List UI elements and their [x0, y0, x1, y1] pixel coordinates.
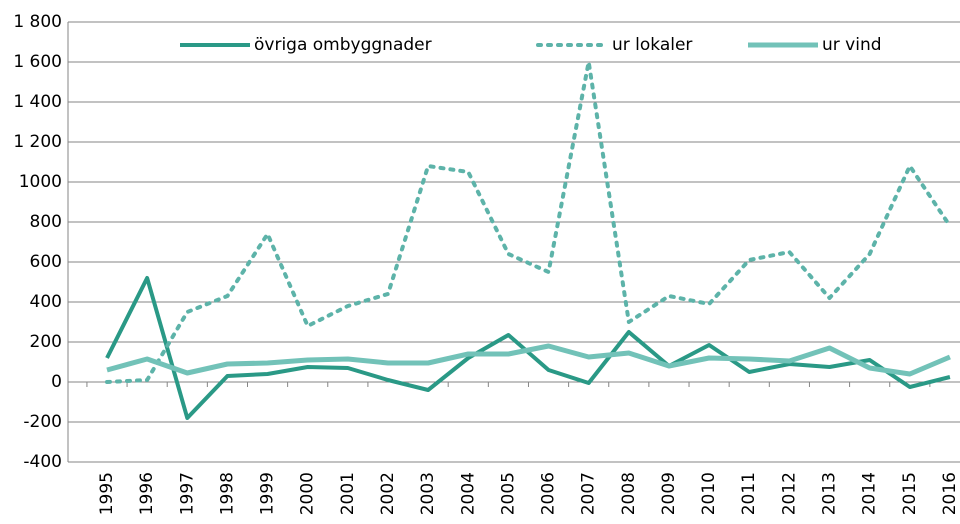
y-tick-label: -400	[23, 452, 62, 472]
x-tick-label: 2014	[860, 472, 880, 515]
x-tick-label: 2009	[659, 472, 679, 515]
x-tick-label: 2001	[338, 472, 358, 515]
x-tick-label: 2000	[298, 472, 318, 515]
y-tick-label: 1000	[19, 172, 62, 192]
x-tick-label: 2011	[739, 472, 759, 515]
x-tick-label: 2002	[378, 472, 398, 515]
x-tick-label: 2016	[940, 472, 960, 515]
legend-label: övriga ombyggnader	[254, 35, 432, 55]
y-tick-label: 800	[30, 212, 62, 232]
y-tick-label: 0	[51, 372, 62, 392]
x-tick-label: 2007	[579, 472, 599, 515]
x-tick-label: 1997	[177, 472, 197, 515]
x-tick-label: 2005	[498, 472, 518, 515]
y-tick-label: 200	[30, 332, 62, 352]
x-tick-label: 2008	[619, 472, 639, 515]
series-line	[106, 343, 951, 377]
x-tick-label: 1995	[97, 472, 117, 515]
x-tick-label: 2010	[699, 472, 719, 515]
y-tick-label: -200	[23, 412, 62, 432]
y-tick-label: 400	[30, 292, 62, 312]
x-tick-label: 2004	[458, 472, 478, 515]
series-line	[105, 60, 952, 384]
y-tick-label: 600	[30, 252, 62, 272]
x-tick-label: 2003	[418, 472, 438, 515]
y-tick-label: 1 200	[13, 132, 62, 152]
x-tick-label: 1998	[217, 472, 237, 515]
y-tick-label: 1 600	[13, 52, 62, 72]
x-tick-label: 2012	[779, 472, 799, 515]
x-tick-label: 2015	[900, 472, 920, 515]
x-tick-label: 2013	[820, 472, 840, 515]
legend-label: ur lokaler	[612, 35, 692, 55]
legend-label: ur vind	[822, 35, 882, 55]
y-tick-label: 1 400	[13, 92, 62, 112]
x-tick-label: 1996	[137, 472, 157, 515]
y-tick-label: 1 800	[13, 12, 62, 32]
x-tick-label: 1999	[258, 472, 278, 515]
x-tick-label: 2006	[539, 472, 559, 515]
